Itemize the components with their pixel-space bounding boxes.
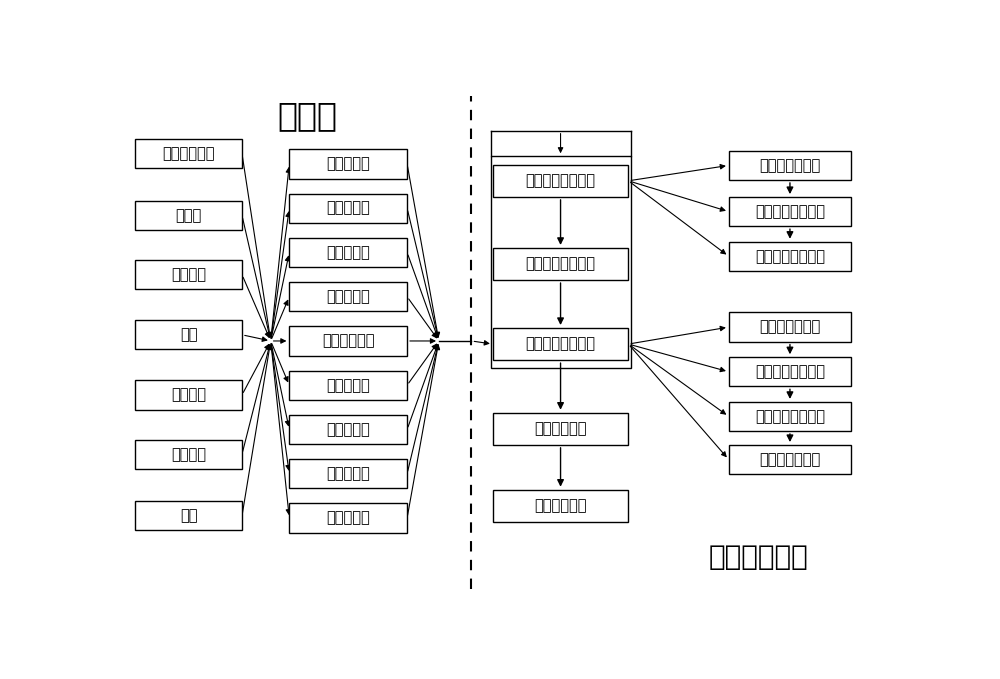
Text: 虚拟极值预测单元: 虚拟极值预测单元 <box>755 249 825 263</box>
Bar <box>135 260 242 289</box>
Bar <box>493 248 628 280</box>
Bar <box>135 139 242 168</box>
Bar <box>289 149 407 179</box>
Text: 端点极值获取单元: 端点极值获取单元 <box>755 204 825 219</box>
Bar <box>493 490 628 522</box>
Text: 极值点获取单元: 极值点获取单元 <box>759 158 821 173</box>
Text: 扭矩传感器: 扭矩传感器 <box>326 466 370 481</box>
Bar <box>289 459 407 488</box>
Text: 通气装置: 通气装置 <box>171 388 206 403</box>
Bar <box>729 197 851 226</box>
Text: 油封: 油封 <box>180 509 197 524</box>
Bar <box>135 439 242 469</box>
Text: 速度传感器: 速度传感器 <box>326 289 370 304</box>
Bar <box>135 320 242 350</box>
Text: 累积矩阵计算单元: 累积矩阵计算单元 <box>755 409 825 424</box>
Bar <box>135 380 242 409</box>
Bar <box>729 445 851 474</box>
Bar <box>135 501 242 530</box>
Text: 故障报警模块: 故障报警模块 <box>534 498 587 513</box>
Bar <box>729 242 851 271</box>
Text: 热敏传感器: 热敏传感器 <box>326 378 370 392</box>
Text: 传动轴承: 传动轴承 <box>171 268 206 282</box>
Text: 润滑装置: 润滑装置 <box>171 447 206 462</box>
Text: 力敏传感器: 力敏传感器 <box>326 156 370 171</box>
Bar <box>729 151 851 180</box>
Text: 故障判别装置: 故障判别装置 <box>709 543 809 570</box>
Bar <box>289 503 407 533</box>
Text: 源信号提取单元: 源信号提取单元 <box>759 452 821 467</box>
Bar <box>729 402 851 431</box>
Bar <box>493 328 628 361</box>
Text: 减速传动机构: 减速传动机构 <box>162 147 215 162</box>
Text: 箱体: 箱体 <box>180 327 197 342</box>
Bar <box>289 327 407 356</box>
Text: 拟合信号生成模块: 拟合信号生成模块 <box>526 173 596 188</box>
Text: 故障判别模块: 故障判别模块 <box>534 421 587 436</box>
Bar <box>491 156 631 368</box>
Bar <box>493 164 628 197</box>
Bar <box>729 312 851 342</box>
Bar <box>289 238 407 267</box>
Text: 拟合信号分解模块: 拟合信号分解模块 <box>526 257 596 272</box>
Text: 虚拟噪声构建单元: 虚拟噪声构建单元 <box>755 364 825 380</box>
Text: 液位传感器: 液位传感器 <box>326 245 370 260</box>
Text: 传动轴: 传动轴 <box>175 208 202 223</box>
Text: 压力传感器: 压力传感器 <box>326 511 370 526</box>
Bar <box>289 194 407 223</box>
Bar <box>493 413 628 445</box>
Bar <box>135 201 242 230</box>
Bar <box>729 357 851 386</box>
Text: 相关度计算单元: 相关度计算单元 <box>759 320 821 335</box>
Text: 应变传感器: 应变传感器 <box>326 422 370 437</box>
Bar <box>289 371 407 400</box>
Text: 位置传感器: 位置传感器 <box>326 201 370 216</box>
Text: 有效信号计算模块: 有效信号计算模块 <box>526 337 596 352</box>
Text: 加速度传感器: 加速度传感器 <box>322 333 374 348</box>
Text: 减速机: 减速机 <box>277 99 337 132</box>
Bar <box>289 415 407 444</box>
Bar <box>289 282 407 312</box>
